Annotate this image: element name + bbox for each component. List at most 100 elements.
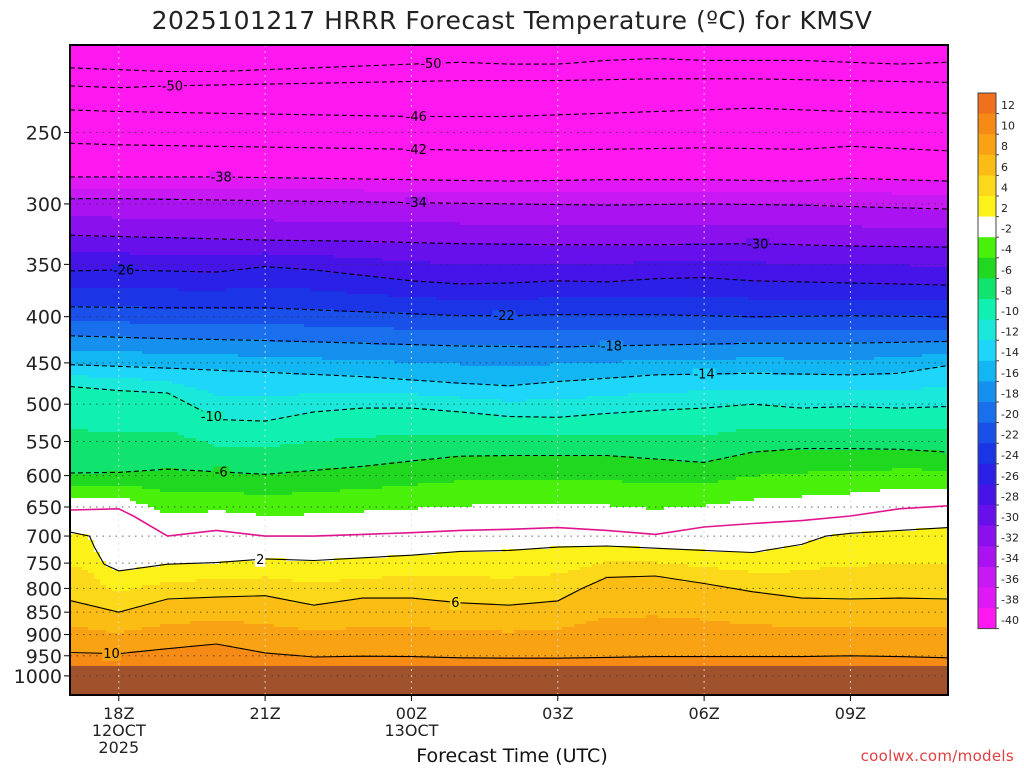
temp-cell (880, 264, 887, 286)
temp-cell (862, 531, 869, 568)
temp-cell (538, 225, 545, 247)
temp-cell (166, 270, 173, 289)
temp-cell (586, 204, 593, 226)
temp-cell (274, 558, 281, 580)
temp-cell (688, 180, 695, 193)
temp-cell (904, 627, 911, 658)
temp-cell (550, 246, 557, 265)
temp-cell (118, 378, 125, 391)
temp-cell (916, 267, 923, 286)
temp-cell (178, 564, 185, 583)
temp-cell (322, 582, 329, 604)
temp-cell (208, 219, 215, 241)
temp-cell (934, 387, 941, 409)
temp-cell (370, 360, 377, 379)
temp-cell (250, 45, 257, 178)
temp-cell (640, 576, 647, 619)
temp-cell (166, 468, 173, 493)
temp-cell (298, 444, 305, 472)
temp-cell (742, 318, 749, 331)
temp-cell (160, 219, 167, 238)
temp-cell (256, 516, 263, 559)
temp-cell (232, 513, 239, 562)
temp-cell (76, 306, 83, 322)
temp-cell (934, 267, 941, 286)
temp-cell (358, 579, 365, 598)
temp-cell (376, 312, 383, 328)
temp-cell (298, 45, 305, 178)
temp-cell (340, 558, 347, 580)
temp-cell (430, 435, 437, 460)
temp-cell (412, 363, 419, 382)
temp-cell (514, 264, 521, 283)
temp-cell (148, 627, 155, 652)
temp-cell (820, 657, 827, 667)
colorbar-swatch (978, 505, 996, 526)
temp-cell (838, 534, 845, 568)
temp-cell (664, 411, 671, 436)
temp-cell (190, 597, 197, 622)
temp-cell (364, 393, 371, 409)
temp-cell (88, 498, 95, 541)
temp-cell (196, 441, 203, 472)
temp-cell (640, 393, 647, 412)
temp-cell (76, 216, 83, 238)
temp-cell (646, 483, 653, 511)
temp-cell (850, 375, 857, 391)
temp-cell (778, 474, 785, 499)
temp-cell (88, 573, 95, 607)
temp-cell (376, 465, 383, 490)
temp-cell (322, 222, 329, 241)
temp-cell (454, 180, 461, 193)
temp-cell (424, 657, 431, 667)
temp-cell (430, 555, 437, 577)
temp-cell (466, 204, 473, 226)
temp-cell (796, 570, 803, 598)
temp-cell (850, 567, 857, 601)
temp-cell (196, 201, 203, 220)
temp-cell (130, 609, 137, 631)
temp-cell (376, 435, 383, 466)
temp-cell (148, 339, 155, 355)
temp-cell (472, 657, 479, 667)
temp-cell (526, 435, 533, 457)
temp-cell (646, 510, 653, 550)
temp-cell (598, 657, 605, 667)
temp-cell (904, 264, 911, 286)
contour-labels: -50-50-46-42-38-34-30-26-22-18-14-10-626… (102, 57, 770, 662)
temp-cell (886, 429, 893, 451)
temp-cell (256, 339, 263, 358)
temp-cell (574, 264, 581, 283)
temp-cell (928, 300, 935, 319)
temp-cell (532, 225, 539, 247)
temp-cell (184, 402, 191, 439)
temp-cell (826, 225, 833, 247)
temp-cell (238, 309, 245, 325)
temp-cell (640, 657, 647, 667)
temp-cell (892, 180, 899, 196)
temp-cell (400, 180, 407, 193)
temp-cell (634, 315, 641, 331)
temp-cell (868, 45, 875, 181)
temp-cell (232, 447, 239, 475)
temp-cell (724, 432, 731, 460)
temp-cell (670, 261, 677, 280)
temp-cell (922, 315, 929, 331)
temp-cell (826, 360, 833, 376)
temp-cell (418, 555, 425, 577)
temp-cell (910, 489, 917, 532)
temp-cell (580, 504, 587, 547)
temp-cell (766, 357, 773, 373)
temp-cell (274, 654, 281, 667)
temp-cell (934, 450, 941, 472)
temp-cell (766, 318, 773, 331)
temp-cell (232, 201, 239, 220)
temp-cell (166, 309, 173, 325)
temp-cell (940, 627, 947, 658)
temp-cell (514, 204, 521, 226)
temp-cell (136, 378, 143, 394)
temp-cell (430, 45, 437, 181)
temp-cell (274, 177, 281, 190)
temp-cell (826, 495, 833, 538)
temp-cell (88, 474, 95, 487)
